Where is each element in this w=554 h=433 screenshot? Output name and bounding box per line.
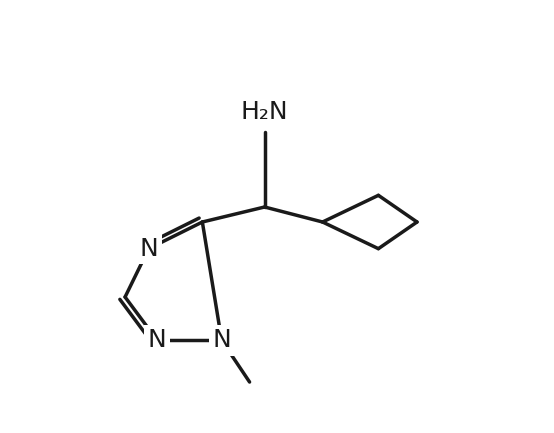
Text: N: N xyxy=(139,237,158,261)
Text: H₂N: H₂N xyxy=(241,100,289,124)
Text: N: N xyxy=(148,328,167,352)
Text: N: N xyxy=(212,328,231,352)
